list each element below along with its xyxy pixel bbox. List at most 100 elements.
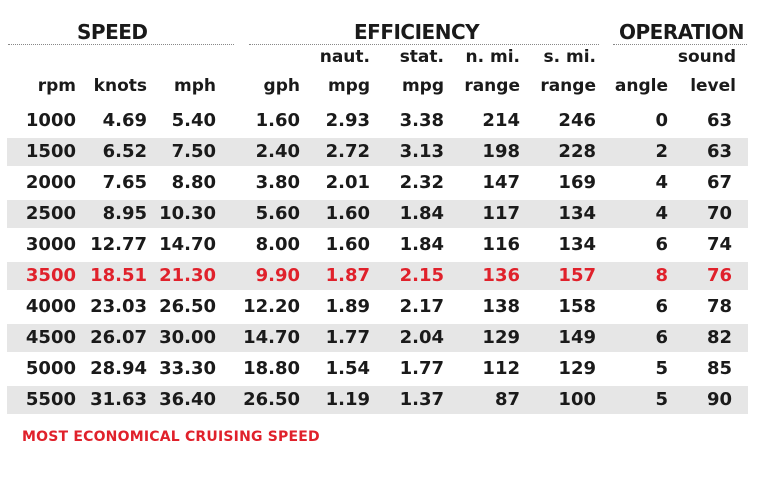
cell-nmi-range: 136 <box>482 265 520 286</box>
cell-stat-mpg: 3.13 <box>399 141 444 162</box>
cell-mph: 30.00 <box>159 327 216 348</box>
header-rpm-bottom: rpm <box>37 76 76 96</box>
header-mph-bottom: mph <box>174 76 216 96</box>
header-stat-mpg-top: stat. <box>399 47 444 67</box>
cell-sound-level: 74 <box>706 234 732 255</box>
group-title-efficiency: EFFICIENCY <box>354 20 480 44</box>
table-row: 3500 18.51 21.30 9.90 1.87 2.15 136 157 8 76 <box>7 262 748 290</box>
cell-naut-mpg: 2.72 <box>325 141 370 162</box>
table-row: 1500 6.52 7.50 2.40 2.72 3.13 198 228 2 63 <box>7 138 748 166</box>
header-angle-bottom: angle <box>614 76 668 96</box>
cell-sound-level: 90 <box>706 389 732 410</box>
cell-knots: 18.51 <box>90 265 147 286</box>
header-naut-mpg-bottom: mpg <box>327 76 370 96</box>
table-row: 4000 23.03 26.50 12.20 1.89 2.17 138 158 6 78 <box>7 293 748 321</box>
cell-knots: 12.77 <box>90 234 147 255</box>
table-row: 4500 26.07 30.00 14.70 1.77 2.04 129 149 6 82 <box>7 324 748 352</box>
cell-smi-range: 157 <box>558 265 596 286</box>
cell-knots: 31.63 <box>90 389 147 410</box>
divider-speed <box>8 44 234 45</box>
cell-angle: 8 <box>655 265 668 286</box>
cell-sound-level: 70 <box>706 203 732 224</box>
cell-naut-mpg: 2.93 <box>325 110 370 131</box>
cell-nmi-range: 198 <box>482 141 520 162</box>
cell-naut-mpg: 1.60 <box>325 234 370 255</box>
cell-nmi-range: 129 <box>482 327 520 348</box>
cell-mph: 36.40 <box>159 389 216 410</box>
header-nmi-range-top: n. mi. <box>465 47 520 67</box>
cell-knots: 6.52 <box>102 141 147 162</box>
cell-mph: 7.50 <box>171 141 216 162</box>
cell-stat-mpg: 1.84 <box>399 234 444 255</box>
header-naut-mpg-top: naut. <box>319 47 370 67</box>
cell-naut-mpg: 1.19 <box>325 389 370 410</box>
header-gph-bottom: gph <box>263 76 300 96</box>
cell-stat-mpg: 2.15 <box>399 265 444 286</box>
cell-angle: 6 <box>655 327 668 348</box>
cell-rpm: 3000 <box>25 234 76 255</box>
cell-sound-level: 78 <box>706 296 732 317</box>
cell-knots: 26.07 <box>90 327 147 348</box>
cell-gph: 14.70 <box>243 327 300 348</box>
table-row: 3000 12.77 14.70 8.00 1.60 1.84 116 134 6 74 <box>7 231 748 259</box>
group-title-speed: SPEED <box>77 20 148 44</box>
cell-mph: 26.50 <box>159 296 216 317</box>
cell-knots: 28.94 <box>90 358 147 379</box>
cell-mph: 8.80 <box>171 172 216 193</box>
cell-knots: 7.65 <box>102 172 147 193</box>
cell-angle: 0 <box>655 110 668 131</box>
divider-efficiency <box>249 44 599 45</box>
header-knots-bottom: knots <box>93 76 147 96</box>
cell-angle: 4 <box>655 203 668 224</box>
cell-angle: 6 <box>655 234 668 255</box>
cell-smi-range: 158 <box>558 296 596 317</box>
cell-gph: 26.50 <box>243 389 300 410</box>
cell-nmi-range: 147 <box>482 172 520 193</box>
cell-angle: 6 <box>655 296 668 317</box>
cell-naut-mpg: 1.87 <box>325 265 370 286</box>
table-row: 5500 31.63 36.40 26.50 1.19 1.37 87 100 5 90 <box>7 386 748 414</box>
cell-naut-mpg: 1.60 <box>325 203 370 224</box>
cell-gph: 3.80 <box>255 172 300 193</box>
cell-knots: 8.95 <box>102 203 147 224</box>
cell-nmi-range: 117 <box>482 203 520 224</box>
cell-naut-mpg: 1.89 <box>325 296 370 317</box>
cell-knots: 23.03 <box>90 296 147 317</box>
cell-angle: 5 <box>655 389 668 410</box>
cell-stat-mpg: 1.37 <box>399 389 444 410</box>
cell-mph: 5.40 <box>171 110 216 131</box>
cell-rpm: 2500 <box>25 203 76 224</box>
cell-gph: 5.60 <box>255 203 300 224</box>
header-nmi-range-bottom: range <box>464 76 520 96</box>
table-row: 5000 28.94 33.30 18.80 1.54 1.77 112 129 5 85 <box>7 355 748 383</box>
cell-gph: 9.90 <box>255 265 300 286</box>
table-row: 1000 4.69 5.40 1.60 2.93 3.38 214 246 0 63 <box>7 107 748 135</box>
cell-stat-mpg: 1.84 <box>399 203 444 224</box>
cell-sound-level: 63 <box>706 110 732 131</box>
cell-rpm: 1000 <box>25 110 76 131</box>
cell-sound-level: 85 <box>706 358 732 379</box>
cell-gph: 8.00 <box>255 234 300 255</box>
cell-angle: 4 <box>655 172 668 193</box>
cell-sound-level: 76 <box>706 265 732 286</box>
cell-nmi-range: 138 <box>482 296 520 317</box>
cell-nmi-range: 112 <box>482 358 520 379</box>
cell-rpm: 4000 <box>25 296 76 317</box>
cell-rpm: 5000 <box>25 358 76 379</box>
cell-naut-mpg: 1.77 <box>325 327 370 348</box>
cell-rpm: 1500 <box>25 141 76 162</box>
cell-rpm: 5500 <box>25 389 76 410</box>
cell-rpm: 4500 <box>25 327 76 348</box>
divider-operation <box>613 44 747 45</box>
cell-gph: 18.80 <box>243 358 300 379</box>
cell-angle: 5 <box>655 358 668 379</box>
cell-gph: 2.40 <box>255 141 300 162</box>
group-title-operation: OPERATION <box>619 20 744 44</box>
cell-stat-mpg: 2.17 <box>399 296 444 317</box>
cell-sound-level: 67 <box>706 172 732 193</box>
cell-mph: 14.70 <box>159 234 216 255</box>
cell-stat-mpg: 1.77 <box>399 358 444 379</box>
cell-smi-range: 100 <box>558 389 596 410</box>
cell-stat-mpg: 2.32 <box>399 172 444 193</box>
cell-sound-level: 82 <box>706 327 732 348</box>
